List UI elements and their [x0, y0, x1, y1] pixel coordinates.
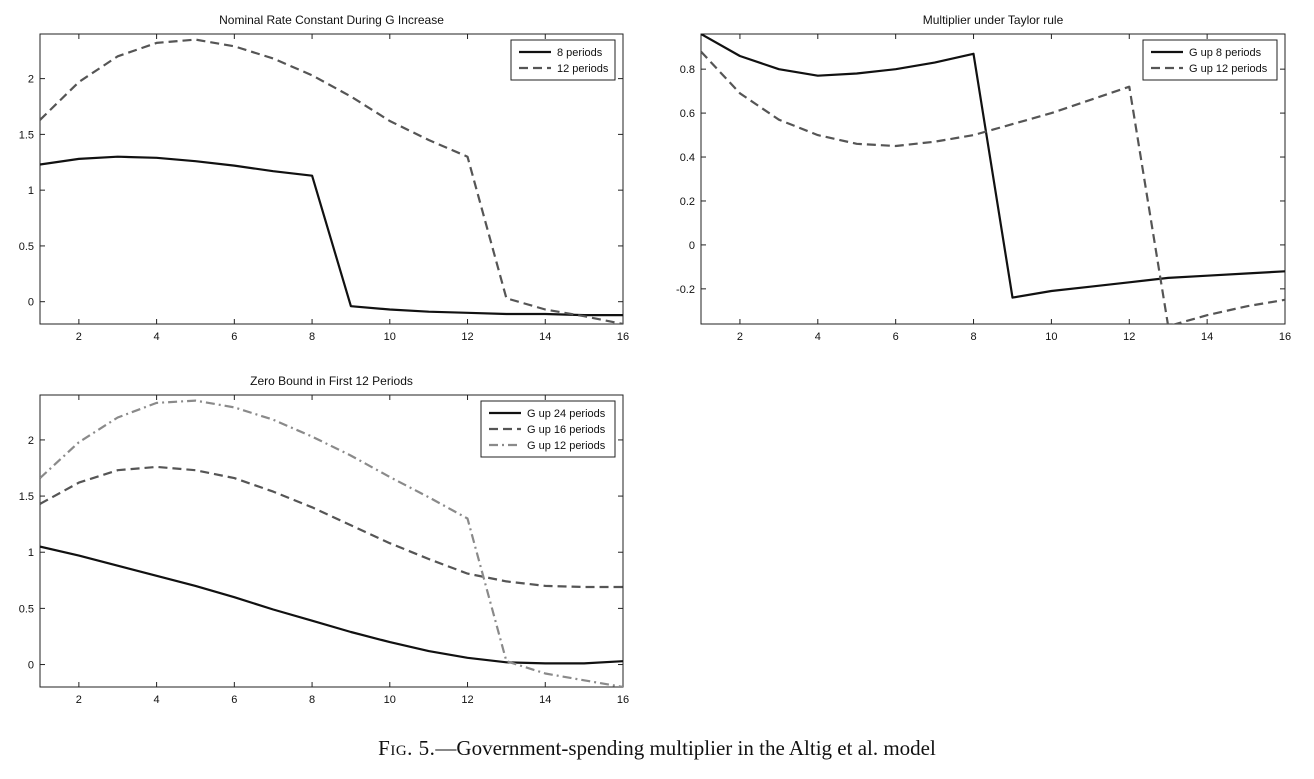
legend-label: G up 24 periods	[527, 408, 606, 420]
x-tick-label: 14	[539, 694, 551, 706]
plot-area-frame	[39, 33, 624, 325]
legend-label: 8 periods	[557, 47, 603, 59]
series-line-2	[40, 465, 623, 589]
x-tick-label: 2	[76, 331, 82, 343]
legend-label: G up 16 periods	[527, 424, 606, 436]
y-tick-label: 2	[28, 435, 34, 447]
y-tick-label: -0.2	[676, 284, 695, 296]
legend: G up 8 periods G up 12 periods	[1142, 39, 1278, 81]
y-tick-label: 1	[28, 547, 34, 559]
x-tick-label: 16	[1279, 331, 1291, 343]
y-tick-label: 0.5	[19, 241, 34, 253]
figure-caption-text: —Government-spending multiplier in the A…	[435, 736, 936, 760]
y-tick-label: 0.6	[680, 108, 695, 120]
series-line-1	[701, 34, 1285, 299]
x-tick-label: 2	[76, 694, 82, 706]
y-tick-label: 0.2	[680, 196, 695, 208]
series-line-2	[40, 38, 623, 324]
y-tick-label: 0.4	[680, 152, 695, 164]
chart-title: Multiplier under Taylor rule	[923, 13, 1064, 27]
chart-panel-2: Multiplier under Taylor rule 2 4 6 8 10 12 14 16…	[676, 13, 1291, 343]
x-tick-label: 16	[617, 694, 629, 706]
y-tick-label: 1.5	[19, 491, 34, 503]
legend: G up 24 periods G up 16 periods G up 12 pe…	[480, 400, 616, 458]
legend-label: G up 12 periods	[1189, 63, 1268, 75]
x-tick-label: 8	[970, 331, 976, 343]
plot-area-frame	[700, 33, 1286, 325]
series-line-2	[701, 50, 1285, 324]
y-tick-label: 1	[28, 185, 34, 197]
x-tick-label: 8	[309, 331, 315, 343]
legend-box	[1142, 39, 1278, 81]
plot-area-frame	[39, 394, 624, 688]
x-tick-label: 14	[539, 331, 551, 343]
x-tick-label: 8	[309, 694, 315, 706]
x-tick-label: 10	[384, 694, 396, 706]
y-tick-label: 0	[28, 297, 34, 309]
y-tick-label: 0	[28, 660, 34, 672]
y-tick-label: 0.8	[680, 64, 695, 76]
x-tick-label: 12	[461, 694, 473, 706]
figure-caption-label: Fig. 5.	[378, 736, 436, 760]
x-tick-label: 12	[461, 331, 473, 343]
series-line-3	[40, 399, 623, 687]
y-tick-label: 2	[28, 74, 34, 86]
legend: 8 periods 12 periods	[510, 39, 616, 81]
x-tick-label: 2	[737, 331, 743, 343]
x-tick-label: 4	[154, 331, 160, 343]
x-tick-label: 10	[1045, 331, 1057, 343]
y-tick-label: 0	[689, 240, 695, 252]
series-line-1	[40, 155, 623, 317]
legend-box	[510, 39, 616, 81]
legend-label: 12 periods	[557, 63, 609, 75]
chart-title: Nominal Rate Constant During G Increase	[219, 13, 444, 27]
legend-label: G up 12 periods	[527, 440, 606, 452]
x-tick-label: 6	[231, 331, 237, 343]
series-line-1	[40, 545, 623, 665]
y-tick-label: 0.5	[19, 603, 34, 615]
x-tick-label: 10	[384, 331, 396, 343]
x-tick-label: 4	[815, 331, 821, 343]
figure-caption: Fig. 5.—Government-spending multiplier i…	[0, 736, 1314, 761]
x-tick-label: 12	[1123, 331, 1135, 343]
chart-title: Zero Bound in First 12 Periods	[250, 374, 413, 388]
legend-label: G up 8 periods	[1189, 47, 1262, 59]
x-tick-label: 14	[1201, 331, 1213, 343]
chart-panel-1: Nominal Rate Constant During G Increase 2…	[19, 13, 629, 343]
x-tick-label: 6	[231, 694, 237, 706]
y-tick-label: 1.5	[19, 129, 34, 141]
x-tick-label: 16	[617, 331, 629, 343]
x-tick-label: 6	[893, 331, 899, 343]
x-tick-label: 4	[154, 694, 160, 706]
